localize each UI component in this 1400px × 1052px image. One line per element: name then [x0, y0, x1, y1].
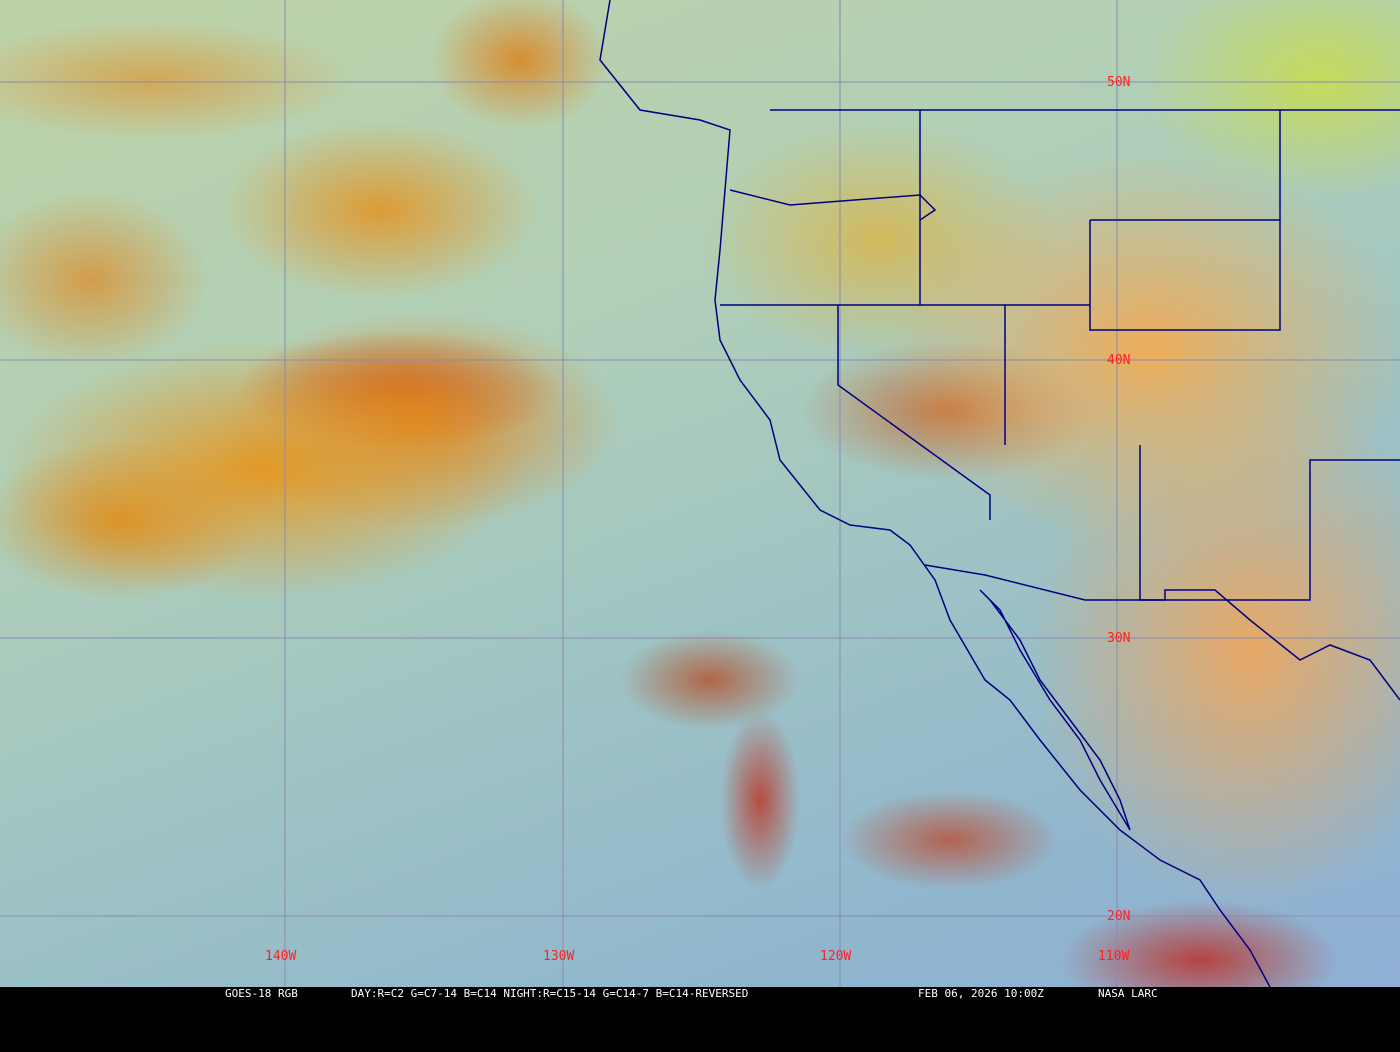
timestamp: FEB 06, 2026 10:00Z	[918, 987, 1044, 1000]
border-wy-co	[1089, 219, 1281, 331]
baja-coastline	[979, 589, 1131, 831]
lon-label-130w: 130W	[543, 949, 574, 964]
image-caption-bar: GOES-18 RGB DAY:R=C2 G=C7-14 B=C14 NIGHT…	[0, 987, 1400, 1000]
graticule	[0, 0, 1400, 987]
boundaries	[599, 0, 1400, 987]
border-wa-or	[729, 189, 937, 221]
border-us-mexico	[924, 564, 1400, 701]
map-overlay: 50N 40N 30N 20N 140W 130W 120W 110W	[0, 0, 1400, 987]
lon-label-140w: 140W	[265, 949, 296, 964]
product-name: GOES-18 RGB	[225, 987, 298, 1000]
rgb-recipe: DAY:R=C2 G=C7-14 B=C14 NIGHT:R=C15-14 G=…	[351, 987, 749, 1000]
credit: NASA LARC	[1098, 987, 1158, 1000]
lon-label-120w: 120W	[820, 949, 851, 964]
lat-label-20n: 20N	[1107, 909, 1130, 924]
lon-label-110w: 110W	[1098, 949, 1129, 964]
lat-label-50n: 50N	[1107, 75, 1130, 90]
border-ca-nv	[837, 305, 991, 520]
coastline	[599, 0, 1271, 987]
lat-label-30n: 30N	[1107, 631, 1130, 646]
grid-labels: 50N 40N 30N 20N 140W 130W 120W 110W	[265, 75, 1130, 964]
lat-label-40n: 40N	[1107, 353, 1130, 368]
border-az-nm	[1139, 445, 1400, 601]
satellite-image: 50N 40N 30N 20N 140W 130W 120W 110W	[0, 0, 1400, 987]
